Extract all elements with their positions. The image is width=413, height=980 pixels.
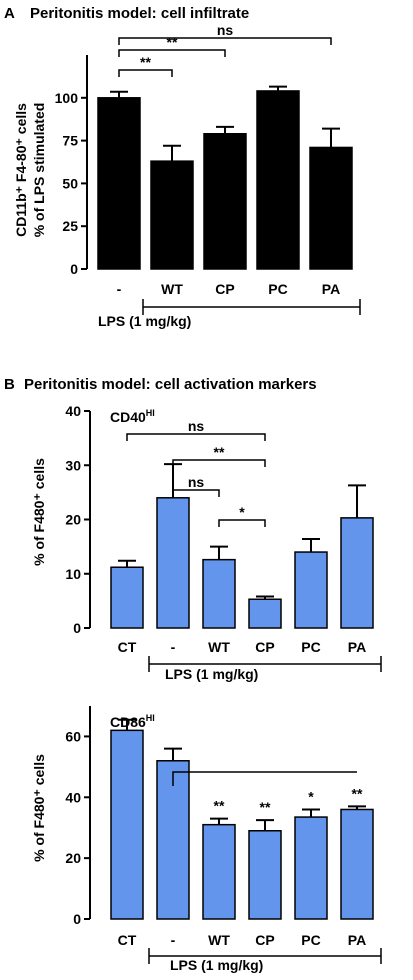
panel-a-ylabel-line1: CD11b⁺ F4-80⁺ cells — [13, 103, 29, 237]
x-tick-label: - — [117, 281, 122, 297]
bar — [150, 160, 194, 270]
significance-label: ** — [352, 785, 363, 801]
y-tick-label: 75 — [62, 133, 78, 149]
y-tick-label: 40 — [65, 403, 81, 419]
cd40-label-sup: HI — [146, 408, 155, 418]
panel-b-title: Peritonitis model: cell activation marke… — [24, 376, 317, 393]
bar — [248, 830, 282, 920]
y-tick-label: 10 — [65, 566, 81, 582]
cd86-label-text: CD86 — [110, 714, 146, 730]
x-tick-label: PA — [322, 281, 340, 297]
bar — [156, 497, 190, 629]
y-tick-label: 20 — [65, 512, 81, 528]
x-tick-label: CP — [255, 639, 274, 655]
significance-label: ** — [167, 34, 178, 50]
x-tick-label: CP — [255, 932, 274, 948]
bar — [203, 133, 247, 270]
significance-label: * — [239, 504, 245, 520]
panel-b1-ylabel: % of F480⁺ cells — [31, 458, 47, 566]
cd86-label: CD86HI — [110, 713, 155, 730]
panel-a-title: Peritonitis model: cell infiltrate — [30, 5, 249, 22]
significance-label: * — [308, 788, 314, 804]
y-tick-label: 25 — [62, 218, 78, 234]
bar — [110, 729, 144, 920]
bar — [340, 517, 374, 629]
x-tick-label: CP — [215, 281, 234, 297]
significance-bracket — [118, 69, 173, 77]
x-tick-label: CT — [118, 639, 137, 655]
significance-bracket — [118, 37, 332, 45]
y-tick-label: 30 — [65, 457, 81, 473]
significance-label: ns — [217, 22, 234, 38]
significance-label: ns — [188, 474, 205, 490]
significance-label: ** — [214, 444, 225, 460]
significance-label: ** — [140, 54, 151, 70]
significance-bracket — [118, 49, 226, 57]
y-tick-label: 100 — [55, 90, 79, 106]
bar — [202, 558, 236, 629]
y-tick-label: 0 — [73, 911, 81, 927]
x-tick-label: WT — [208, 639, 230, 655]
bar — [202, 823, 236, 920]
significance-bracket — [218, 519, 266, 527]
significance-label: ** — [260, 799, 271, 815]
significance-label: ns — [188, 418, 205, 434]
cd40-label-text: CD40 — [110, 409, 146, 425]
bar — [97, 97, 141, 270]
x-tick-label: - — [171, 932, 176, 948]
bar — [294, 551, 328, 629]
panel-b2-group-label: LPS (1 mg/kg) — [170, 957, 263, 973]
chart-b1: 0 10 20 30 40 CT - WT CP PC PA ns ** ns * — [65, 403, 382, 672]
bar — [248, 598, 282, 629]
significance-bracket — [126, 433, 266, 441]
panel-a-ylabel-line2: % of LPS stimulated — [31, 103, 47, 238]
panel-b1-group-label: LPS (1 mg/kg) — [165, 666, 258, 682]
x-tick-label: PA — [348, 932, 366, 948]
comparison-line — [172, 771, 357, 786]
panel-a-letter: A — [4, 5, 15, 22]
x-tick-label: WT — [208, 932, 230, 948]
y-tick-label: 60 — [65, 728, 81, 744]
panel-a-group-label: LPS (1 mg/kg) — [98, 313, 191, 329]
x-tick-label: - — [171, 639, 176, 655]
chart-a: 0 25 50 75 100 - WT CP PC PA ** ** ns — [55, 22, 361, 315]
x-tick-label: CT — [118, 932, 137, 948]
x-tick-label: WT — [161, 281, 183, 297]
bar — [110, 566, 144, 629]
chart-b2: 0 20 40 60 CT - WT ** CP ** PC * PA ** — [65, 706, 382, 964]
x-tick-label: PC — [301, 639, 320, 655]
panel-b-letter: B — [4, 376, 15, 393]
y-tick-label: 0 — [70, 261, 78, 277]
significance-bracket — [172, 489, 220, 497]
y-tick-label: 20 — [65, 850, 81, 866]
significance-label: ** — [214, 798, 225, 814]
significance-bracket — [172, 459, 266, 467]
x-tick-label: PC — [301, 932, 320, 948]
bar — [294, 816, 328, 920]
y-tick-label: 50 — [62, 175, 78, 191]
bar — [309, 146, 353, 270]
bar — [156, 760, 190, 920]
x-tick-label: PA — [348, 639, 366, 655]
y-tick-label: 0 — [73, 620, 81, 636]
x-tick-label: PC — [268, 281, 287, 297]
cd86-label-sup: HI — [146, 713, 155, 723]
y-tick-label: 40 — [65, 789, 81, 805]
bar — [340, 808, 374, 920]
cd40-label: CD40HI — [110, 408, 155, 425]
panel-b2-ylabel: % of F480⁺ cells — [31, 754, 47, 862]
bar — [256, 90, 300, 270]
